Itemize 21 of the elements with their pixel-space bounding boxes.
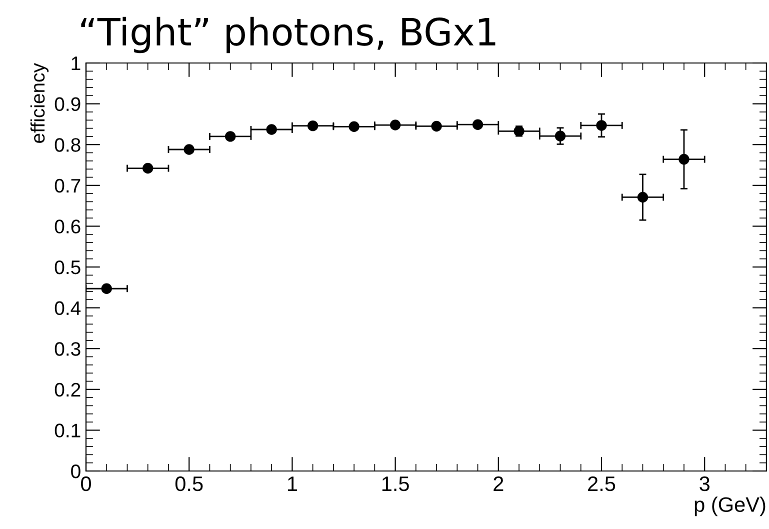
- x-tick-label: 0: [81, 476, 91, 492]
- y-tick-label: 1: [72, 56, 80, 70]
- y-tick-label: 0.8: [54, 138, 80, 152]
- y-tick-label: 0.2: [54, 382, 80, 397]
- y-tick-label: 0.7: [54, 178, 80, 193]
- y-axis-title: efficiency: [30, 63, 49, 143]
- x-tick-label: 3: [700, 476, 710, 492]
- x-tick-label: 0.5: [175, 476, 203, 492]
- y-tick-label: 0.4: [54, 301, 81, 316]
- y-tick-label: 0.3: [54, 342, 80, 356]
- y-tick-label: 0.5: [54, 260, 80, 274]
- chart-title: “Tight” photons, BGx1: [81, 16, 496, 54]
- x-tick-label: 1: [288, 476, 297, 491]
- x-axis-title: p (GeV): [694, 496, 766, 516]
- x-tick-label: 2: [494, 476, 504, 491]
- y-tick-label: 0: [71, 464, 80, 478]
- y-tick-label: 0.1: [54, 424, 80, 438]
- x-tick-label: 1.5: [382, 476, 409, 492]
- y-tick-label: 0.6: [54, 220, 80, 234]
- y-tick-label: 0.9: [54, 97, 80, 112]
- x-tick-label: 2.5: [588, 476, 616, 492]
